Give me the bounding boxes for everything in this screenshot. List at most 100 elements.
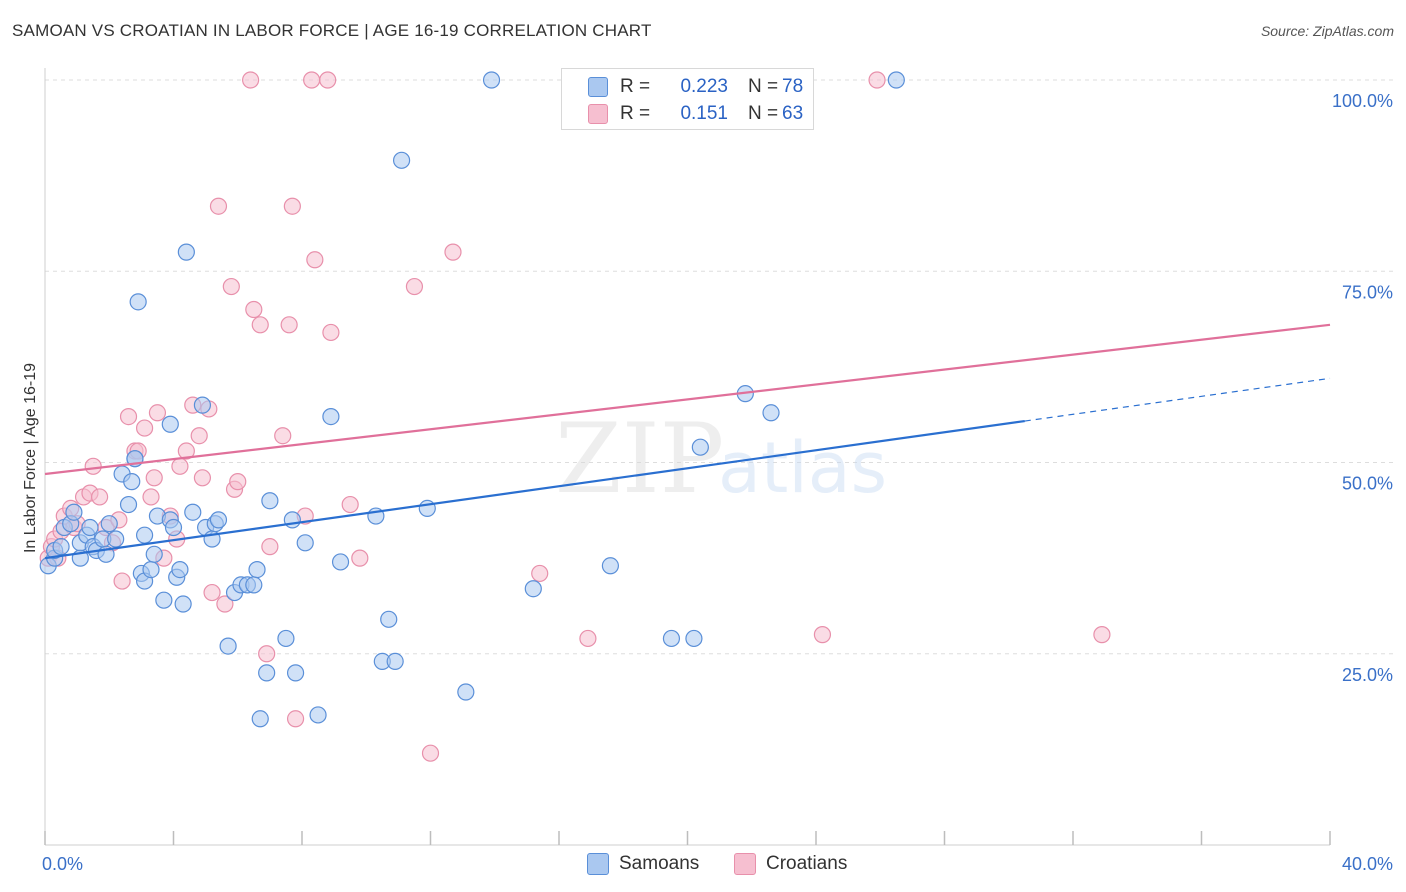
samoans-point xyxy=(482,71,501,89)
croatians-point xyxy=(209,197,228,215)
samoans-point xyxy=(155,591,173,609)
samoans-n-value: 78 xyxy=(782,76,804,97)
samoans-point xyxy=(142,560,160,579)
croatians-point xyxy=(148,404,167,422)
legend-row-samoans: R = 0.223 N = 78 xyxy=(588,75,803,99)
samoans-trend-line xyxy=(44,419,1025,560)
samoans-swatch xyxy=(588,77,608,97)
samoans-point xyxy=(161,415,179,433)
samoans-point xyxy=(457,683,475,701)
croatians-point xyxy=(306,251,324,269)
samoans-trend-extension xyxy=(1024,377,1331,422)
y-tick-label: 25.0% xyxy=(1342,665,1393,685)
samoans-point xyxy=(129,293,147,311)
croatians-n-value: 63 xyxy=(782,103,804,124)
samoans-point xyxy=(248,560,266,579)
samoans-point xyxy=(386,652,404,671)
y-tick-label: 50.0% xyxy=(1342,474,1393,494)
samoans-legend-label: Samoans xyxy=(619,853,700,874)
croatians-point xyxy=(286,710,305,728)
croatians-point xyxy=(145,469,163,487)
samoans-point xyxy=(245,576,263,594)
samoans-point xyxy=(123,473,141,491)
y-tick-label: 75.0% xyxy=(1342,282,1393,302)
samoans-point xyxy=(100,515,118,533)
croatians-point xyxy=(813,626,832,644)
croatians-point xyxy=(351,549,369,567)
samoans-point xyxy=(184,503,202,521)
watermark-zip: ZIP xyxy=(555,403,724,515)
stats-legend: R = 0.223 N = 78 R = 0.151 N = 63 xyxy=(561,68,814,130)
croatians-point xyxy=(261,538,279,556)
samoans-point xyxy=(392,151,411,169)
samoans-n-label: N = xyxy=(748,76,779,97)
samoans-point xyxy=(261,492,279,510)
series-legend-samoans: Samoans xyxy=(587,852,699,876)
croatians-n-label: N = xyxy=(748,103,779,124)
croatians-trend-line xyxy=(44,323,1331,476)
series-legend-croatians: Croatians xyxy=(734,852,847,876)
croatians-point xyxy=(405,277,424,296)
samoans-r-value: 0.223 xyxy=(680,76,728,97)
croatians-point xyxy=(319,71,337,89)
croatians-point xyxy=(280,316,298,334)
croatians-point xyxy=(119,408,138,426)
croatians-point xyxy=(341,495,359,514)
tick-labels: 25.0% 50.0% 75.0% 100.0% 0.0% 40.0% xyxy=(42,91,1393,874)
samoans-point xyxy=(119,495,138,514)
croatians-point xyxy=(242,71,260,89)
croatians-point xyxy=(245,300,263,319)
samoans-point xyxy=(52,538,70,556)
samoans-point xyxy=(380,610,398,628)
croatians-point xyxy=(222,277,240,296)
croatians-point xyxy=(258,645,276,663)
croatians-point xyxy=(274,427,292,445)
croatians-point xyxy=(322,323,340,342)
samoans-point xyxy=(296,534,314,552)
croatians-point xyxy=(1093,626,1111,644)
samoans-point xyxy=(322,408,340,426)
samoans-point xyxy=(145,545,163,563)
samoans-points xyxy=(39,71,905,728)
croatians-point xyxy=(283,197,301,215)
croatians-point xyxy=(171,457,189,475)
samoans-point xyxy=(219,637,237,655)
croatians-point xyxy=(444,243,462,261)
legend-row-croatians: R = 0.151 N = 63 xyxy=(588,102,803,126)
croatians-point xyxy=(531,564,549,583)
trend-lines xyxy=(44,323,1331,560)
croatians-r-value: 0.151 xyxy=(680,103,728,124)
croatians-point xyxy=(421,744,440,762)
y-tick-label: 100.0% xyxy=(1332,91,1393,111)
samoans-point xyxy=(135,526,154,544)
samoans-point xyxy=(107,530,125,548)
watermark: ZIP atlas xyxy=(555,403,887,515)
samoans-point xyxy=(65,503,83,521)
croatians-point xyxy=(84,457,102,475)
source-credit: Source: ZipAtlas.com xyxy=(1260,23,1394,39)
croatians-r-label: R = xyxy=(620,103,651,124)
axes xyxy=(44,68,1331,846)
y-axis-label: In Labor Force | Age 16-19 xyxy=(22,363,39,553)
croatians-point xyxy=(177,442,195,460)
samoans-point xyxy=(177,243,195,261)
samoans-point xyxy=(309,706,327,724)
x-tick-label-min: 0.0% xyxy=(42,854,83,874)
croatians-point xyxy=(113,572,131,590)
croatians-point xyxy=(142,488,160,506)
samoans-point xyxy=(331,553,350,571)
croatians-point xyxy=(216,595,234,613)
croatians-point xyxy=(193,469,212,487)
croatians-point xyxy=(303,71,321,89)
samoans-point xyxy=(887,71,905,89)
croatians-point xyxy=(251,316,269,334)
croatians-point xyxy=(190,427,208,445)
samoans-point xyxy=(277,629,295,648)
croatians-swatch xyxy=(588,104,608,124)
watermark-atlas: atlas xyxy=(718,427,887,509)
samoans-point xyxy=(258,664,276,682)
samoans-r-label: R = xyxy=(620,76,651,97)
samoans-point xyxy=(164,518,183,537)
samoans-legend-swatch xyxy=(587,853,609,875)
